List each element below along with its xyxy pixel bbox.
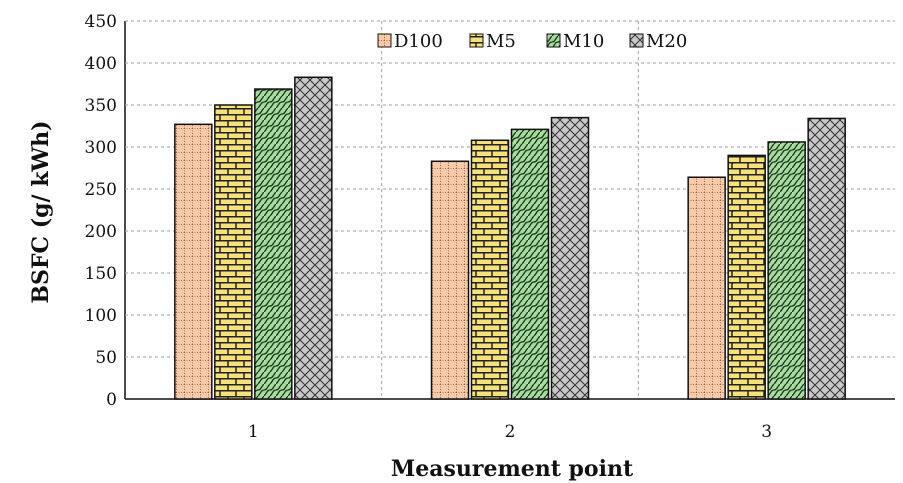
legend-swatch-d100 bbox=[377, 33, 392, 48]
bar-m20-point-3 bbox=[807, 117, 846, 400]
bar-m10-point-1 bbox=[254, 88, 293, 400]
x-tick-label: 1 bbox=[248, 422, 259, 442]
x-tick-labels: 1 2 3 bbox=[248, 422, 772, 442]
bar-d100-point-2 bbox=[430, 160, 470, 400]
grid-lines bbox=[125, 20, 895, 399]
y-tick-label: 300 bbox=[85, 138, 117, 158]
legend-label-m20: M20 bbox=[646, 31, 687, 52]
plot-frame bbox=[124, 21, 895, 400]
y-tick-label: 250 bbox=[85, 180, 117, 200]
bar-m20-point-2 bbox=[550, 116, 590, 400]
bar-m5-point-3 bbox=[727, 154, 766, 400]
x-tick-label: 3 bbox=[761, 422, 772, 442]
legend-label-m5: M5 bbox=[486, 31, 516, 52]
legend-swatch-m10 bbox=[546, 33, 561, 48]
y-tick-label: 400 bbox=[85, 54, 117, 74]
legend: D100 M5 M10 M20 bbox=[377, 31, 687, 52]
y-tick-label: 450 bbox=[85, 12, 117, 32]
bar-d100-point-3 bbox=[687, 176, 726, 400]
legend-swatch-m20 bbox=[629, 33, 644, 48]
x-axis-title: Measurement point bbox=[391, 456, 634, 482]
x-tick-label: 2 bbox=[505, 422, 516, 442]
y-tick-label: 100 bbox=[85, 306, 117, 326]
y-tick-label: 0 bbox=[106, 390, 117, 410]
y-axis-title: BSFC (g/ kWh) bbox=[28, 120, 54, 303]
y-tick-label: 50 bbox=[95, 348, 117, 368]
y-tick-label: 150 bbox=[85, 264, 117, 284]
bar-m5-point-2 bbox=[470, 139, 510, 400]
bar-m10-point-2 bbox=[510, 128, 550, 400]
bar-d100-point-1 bbox=[174, 123, 213, 400]
y-tick-labels: 0 50 100 150 200 250 300 350 400 450 bbox=[85, 12, 117, 410]
bar-m20-point-1 bbox=[294, 76, 333, 400]
y-tick-label: 350 bbox=[85, 96, 117, 116]
legend-label-m10: M10 bbox=[563, 31, 604, 52]
legend-swatch-m5 bbox=[469, 33, 484, 48]
y-tick-label: 200 bbox=[85, 222, 117, 242]
plot-area bbox=[125, 21, 895, 399]
legend-label-d100: D100 bbox=[394, 31, 443, 52]
bar-m5-point-1 bbox=[214, 104, 253, 400]
bars bbox=[174, 76, 846, 400]
bar-m10-point-3 bbox=[767, 141, 806, 400]
